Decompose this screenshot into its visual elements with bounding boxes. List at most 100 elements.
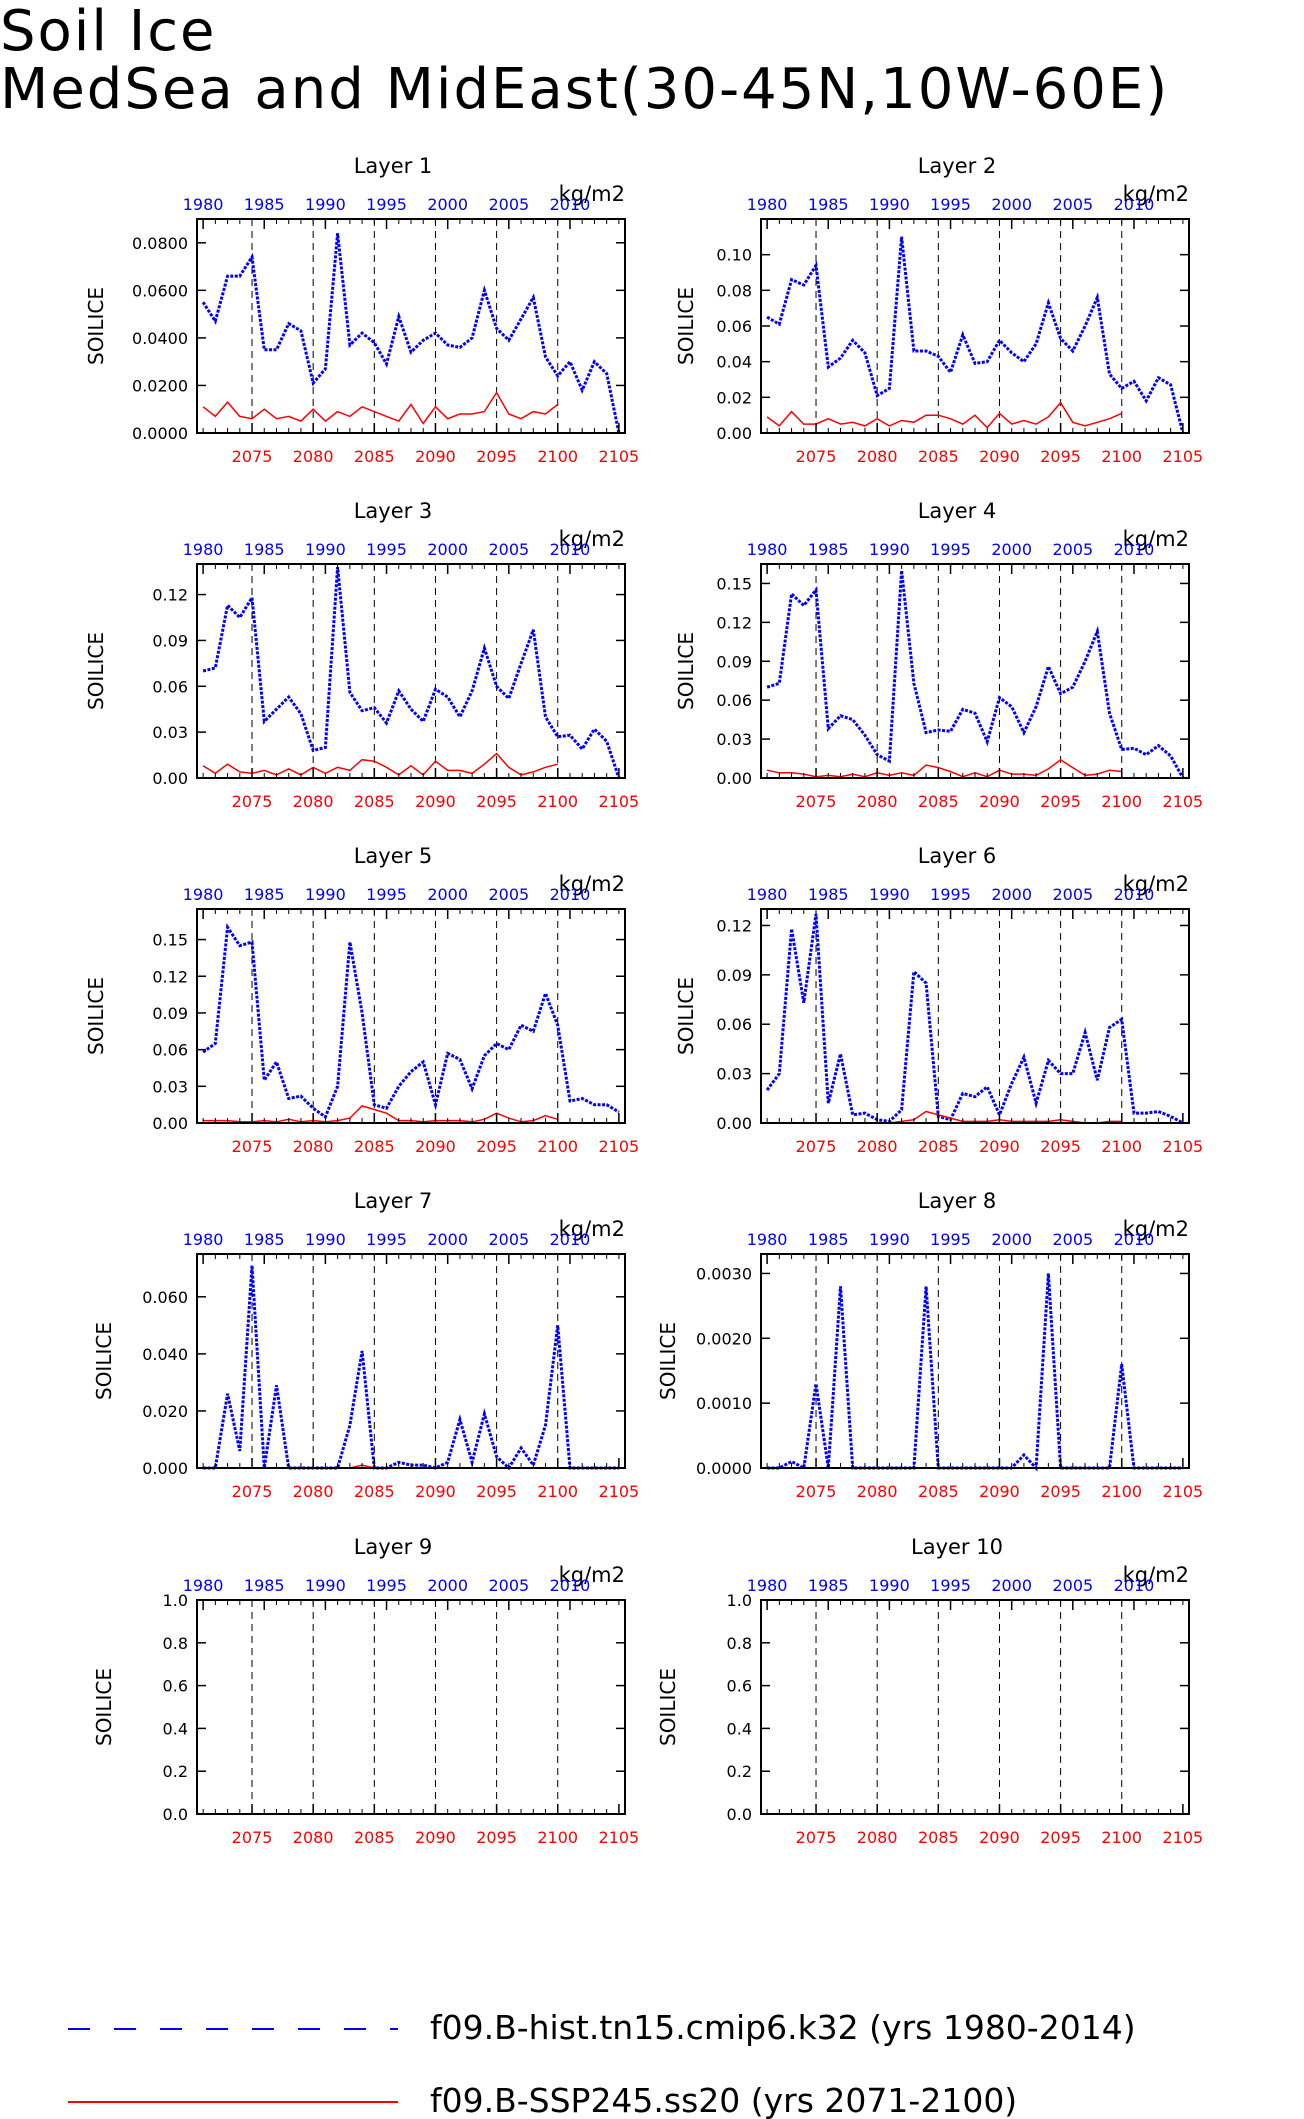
series-line-ssp <box>766 758 1122 778</box>
x-tick-label-bottom: 2085 <box>918 1137 959 1156</box>
x-tick-label-bottom: 2085 <box>918 1482 959 1501</box>
x-tick-label-top: 2005 <box>1052 885 1093 904</box>
plot-frame <box>760 1253 1190 1469</box>
x-tick-label-bottom: 2095 <box>1040 1482 1081 1501</box>
y-tick-label: 0.4 <box>727 1719 752 1738</box>
plot-frame <box>196 1599 626 1815</box>
y-tick-label: 1.0 <box>727 1591 752 1610</box>
series-line-ssp <box>202 391 559 425</box>
y-tick-label: 0.06 <box>716 691 752 710</box>
x-tick-label-top: 2000 <box>991 540 1032 559</box>
x-tick-label-top: 1990 <box>869 540 910 559</box>
y-tick-label: 0.00 <box>716 424 752 443</box>
chart-panel-8: Layer 8 kg/m2 0.0000 0.0010 0.0020 0.0030 SOIL… <box>656 1189 1203 1501</box>
y-tick-label: 0.6 <box>163 1677 188 1696</box>
series-line-ssp <box>202 752 558 776</box>
x-tick-label-top: 1995 <box>930 885 971 904</box>
chart-panel-7: Layer 7 kg/m2 0.000 0.020 0.040 0.060 SOILICE 2… <box>92 1189 639 1501</box>
x-tick-label-bottom: 2105 <box>1163 792 1204 811</box>
x-tick-label-top: 1990 <box>869 1576 910 1595</box>
y-tick-label: 0.2 <box>163 1762 188 1781</box>
page-subtitle: MedSea and MidEast(30-45N,10W-60E) <box>0 57 1170 122</box>
plot-frame <box>196 563 626 779</box>
y-axis-label: SOILICE <box>674 287 698 365</box>
units-label: kg/m2 <box>1123 182 1189 206</box>
y-tick-label: 0.12 <box>152 967 188 986</box>
units-label: kg/m2 <box>559 527 625 551</box>
x-tick-label-bottom: 2095 <box>476 1137 517 1156</box>
x-tick-label-top: 2010 <box>550 1576 591 1595</box>
units-label: kg/m2 <box>559 872 625 896</box>
x-tick-label-top: 2010 <box>550 1230 591 1249</box>
x-tick-label-top: 1985 <box>808 885 849 904</box>
x-tick-label-bottom: 2095 <box>476 792 517 811</box>
x-tick-label-top: 1995 <box>930 1230 971 1249</box>
x-tick-label-bottom: 2095 <box>476 1482 517 1501</box>
y-tick-label: 0.0600 <box>132 281 188 300</box>
y-tick-label: 0.09 <box>716 966 752 985</box>
y-tick-label: 0.0030 <box>696 1264 752 1283</box>
x-tick-label-bottom: 2100 <box>537 1828 578 1847</box>
x-tick-label-top: 2000 <box>427 540 468 559</box>
x-tick-label-top: 1995 <box>366 195 407 214</box>
y-tick-label: 0.0000 <box>132 424 188 443</box>
x-tick-label-top: 1985 <box>808 195 849 214</box>
series-line-ssp <box>203 1105 558 1123</box>
x-tick-label-bottom: 2105 <box>1163 447 1204 466</box>
x-tick-label-bottom: 2080 <box>857 792 898 811</box>
x-tick-label-bottom: 2080 <box>293 792 334 811</box>
y-tick-label: 0.04 <box>716 353 752 372</box>
x-tick-label-top: 2000 <box>991 195 1032 214</box>
x-tick-label-top: 1985 <box>244 1230 285 1249</box>
units-label: kg/m2 <box>1123 872 1189 896</box>
x-tick-label-top: 2000 <box>427 1576 468 1595</box>
x-tick-label-bottom: 2090 <box>979 447 1020 466</box>
y-tick-label: 0.10 <box>716 246 752 265</box>
y-tick-label: 0.0020 <box>696 1329 752 1348</box>
y-axis-label: SOILICE <box>84 977 108 1055</box>
x-tick-label-top: 2005 <box>488 195 529 214</box>
x-tick-label-top: 1980 <box>747 195 788 214</box>
chart-panel-4: Layer 4 kg/m2 0.00 0.03 0.06 0.09 0.12 0.15 SOIL… <box>674 499 1203 811</box>
chart-panel-1: Layer 1 kg/m2 0.0000 0.0200 0.0400 0.0600 0.08… <box>84 154 639 466</box>
y-tick-label: 0.03 <box>716 1065 752 1084</box>
x-tick-label-bottom: 2100 <box>1101 792 1142 811</box>
series-line-ssp <box>766 401 1122 429</box>
x-tick-label-top: 1980 <box>183 885 224 904</box>
x-tick-label-top: 1995 <box>930 1576 971 1595</box>
x-tick-label-top: 2005 <box>1052 540 1093 559</box>
x-tick-label-top: 1980 <box>183 1230 224 1249</box>
y-tick-label: 0.15 <box>716 574 752 593</box>
y-tick-label: 0.0200 <box>132 376 188 395</box>
x-tick-label-top: 2010 <box>550 195 591 214</box>
y-tick-label: 0.03 <box>716 730 752 749</box>
y-tick-label: 0.020 <box>142 1402 188 1421</box>
units-label: kg/m2 <box>559 182 625 206</box>
x-tick-label-bottom: 2075 <box>796 447 837 466</box>
x-tick-label-top: 1985 <box>244 540 285 559</box>
units-label: kg/m2 <box>1123 527 1189 551</box>
x-tick-label-top: 1985 <box>244 1576 285 1595</box>
x-tick-label-bottom: 2095 <box>476 447 517 466</box>
chart-panel-6: Layer 6 kg/m2 0.00 0.03 0.06 0.09 0.12 SOILICE 2… <box>674 844 1203 1156</box>
x-tick-label-top: 1995 <box>366 1230 407 1249</box>
units-label: kg/m2 <box>559 1563 625 1587</box>
x-tick-label-bottom: 2075 <box>232 1482 273 1501</box>
units-label: kg/m2 <box>1123 1217 1189 1241</box>
units-label: kg/m2 <box>1123 1563 1189 1587</box>
x-tick-label-bottom: 2100 <box>1101 1482 1142 1501</box>
x-tick-label-bottom: 2080 <box>293 1482 334 1501</box>
chart-panel-5: Layer 5 kg/m2 0.00 0.03 0.06 0.09 0.12 0.15 SOIL… <box>84 844 639 1156</box>
x-tick-label-top: 1980 <box>747 540 788 559</box>
x-tick-label-top: 2010 <box>1114 1230 1155 1249</box>
series-line-hist <box>766 236 1185 434</box>
x-tick-label-bottom: 2105 <box>599 792 640 811</box>
x-tick-label-top: 2010 <box>1114 885 1155 904</box>
x-tick-label-top: 1980 <box>747 1576 788 1595</box>
y-tick-label: 0.0400 <box>132 329 188 348</box>
chart-panel-3: Layer 3 kg/m2 0.00 0.03 0.06 0.09 0.12 SOILICE 2… <box>84 499 639 811</box>
plot-frame <box>760 563 1190 779</box>
y-tick-label: 0.0000 <box>696 1459 752 1478</box>
x-tick-label-top: 2005 <box>1052 1576 1093 1595</box>
x-tick-label-bottom: 2105 <box>599 447 640 466</box>
